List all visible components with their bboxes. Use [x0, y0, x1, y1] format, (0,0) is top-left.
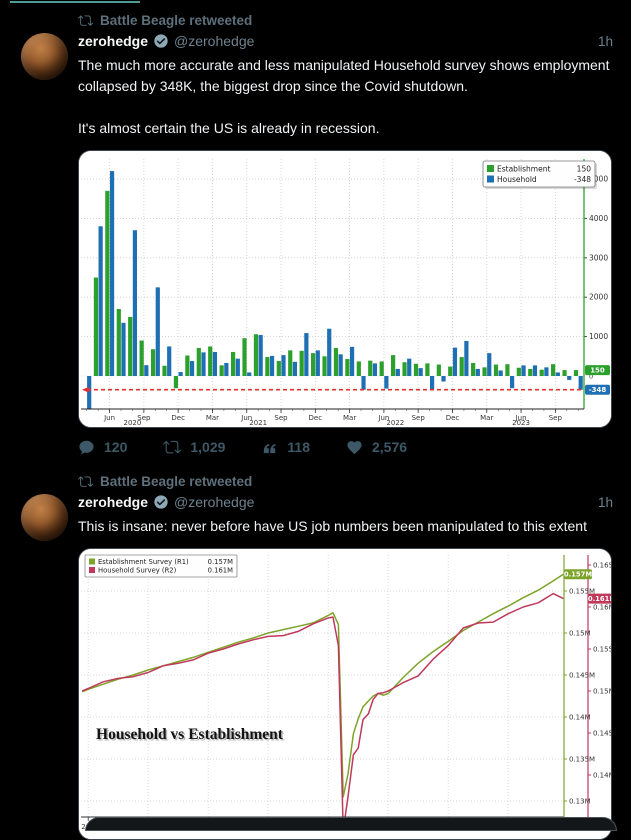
svg-text:Household vs Establishment: Household vs Establishment — [96, 726, 284, 743]
svg-text:Household vs Establishment: Household vs Establishment — [98, 728, 286, 745]
tweet-header: zerohedge @zerohedge 1h — [78, 33, 613, 49]
svg-text:Sep: Sep — [137, 414, 151, 422]
svg-text:0.165M: 0.165M — [593, 562, 611, 570]
svg-text:Dec: Dec — [446, 414, 460, 422]
quote-button[interactable]: 118 — [261, 439, 310, 456]
user-handle[interactable]: @zerohedge — [174, 33, 255, 49]
svg-text:Sep: Sep — [412, 414, 426, 422]
reply-button[interactable]: 120 — [78, 439, 127, 456]
user-handle[interactable]: @zerohedge — [174, 494, 255, 510]
like-count: 2,576 — [372, 439, 408, 455]
svg-text:Mar: Mar — [480, 414, 493, 422]
avatar[interactable] — [21, 33, 68, 80]
svg-text:Jun: Jun — [103, 414, 115, 422]
svg-text:0.161M: 0.161M — [588, 595, 611, 603]
svg-text:150: 150 — [577, 165, 592, 174]
svg-text:Mar: Mar — [206, 414, 219, 422]
svg-text:0.155M: 0.155M — [569, 588, 595, 596]
svg-text:0.145M: 0.145M — [593, 730, 611, 738]
svg-text:4000: 4000 — [589, 214, 608, 223]
svg-text:0.13M: 0.13M — [569, 798, 591, 806]
svg-text:0.145M: 0.145M — [569, 672, 595, 680]
retweet-count: 1,029 — [190, 439, 226, 455]
svg-text:Establishment Survey (R1): Establishment Survey (R1) — [98, 558, 189, 566]
like-button[interactable]: 2,576 — [346, 439, 407, 456]
engagement-row: 120 1,029 118 2,576 — [78, 428, 613, 468]
svg-text:Sep: Sep — [549, 414, 563, 422]
tweet-header: zerohedge @zerohedge 1h — [78, 494, 613, 510]
heart-icon — [347, 440, 362, 454]
svg-text:0.14M: 0.14M — [569, 714, 591, 722]
svg-text:Household Survey (R2): Household Survey (R2) — [98, 567, 177, 575]
next-tweet-media-edge — [85, 817, 617, 831]
retweeted-by-label: Battle Beagle retweeted — [100, 474, 253, 489]
display-name[interactable]: zerohedge — [78, 33, 149, 49]
retweet-icon — [78, 476, 93, 487]
svg-text:1000: 1000 — [589, 332, 608, 341]
svg-text:0.135M: 0.135M — [569, 756, 595, 764]
svg-text:150: 150 — [590, 367, 605, 375]
retweet-button[interactable]: 1,029 — [163, 438, 225, 456]
svg-text:Dec: Dec — [171, 414, 185, 422]
retweeted-by-row: Battle Beagle retweeted — [78, 474, 613, 489]
timestamp[interactable]: 1h — [597, 34, 613, 49]
svg-text:0: 0 — [589, 373, 593, 381]
svg-text:2000: 2000 — [589, 293, 608, 302]
tweet-2: Battle Beagle retweeted zerohedge @zeroh… — [0, 468, 631, 840]
svg-text:0.16M: 0.16M — [593, 604, 611, 612]
retweet-icon — [78, 15, 93, 26]
quote-icon — [264, 443, 277, 453]
svg-text:Dec: Dec — [309, 414, 323, 422]
svg-text:-348: -348 — [574, 175, 591, 184]
verified-badge-icon — [154, 34, 168, 48]
tweet-text-line: The much more accurate and less manipula… — [78, 57, 610, 94]
retweeted-by-label: Battle Beagle retweeted — [100, 13, 253, 28]
verified-badge-icon — [154, 495, 168, 509]
display-name[interactable]: zerohedge — [78, 494, 149, 510]
retweet-icon — [163, 440, 182, 454]
svg-text:Household: Household — [497, 175, 537, 184]
svg-text:Jun: Jun — [377, 414, 389, 422]
top-divider-line — [10, 1, 140, 3]
svg-text:Mar: Mar — [343, 414, 356, 422]
tweet-text-line: This is insane: never before have US job… — [78, 518, 587, 534]
svg-text:2023: 2023 — [512, 419, 530, 427]
svg-text:3000: 3000 — [589, 253, 608, 262]
svg-text:Jun: Jun — [240, 414, 252, 422]
quote-count: 118 — [287, 439, 310, 455]
bar-chart-svg: 1000 2000 3000 4000 5000 0 Jun Sep Dec Mar Jun Sep D… — [79, 151, 611, 427]
svg-text:0.15M: 0.15M — [569, 630, 591, 638]
svg-text:2022: 2022 — [386, 419, 404, 427]
svg-text:2021: 2021 — [249, 419, 267, 427]
svg-text:5000: 5000 — [589, 175, 608, 184]
svg-text:0.161M: 0.161M — [208, 567, 233, 575]
svg-text:0.14M: 0.14M — [593, 772, 611, 780]
line-chart-svg: 0.155M0.15M0.145M0.14M0.135M0.13M0.165M0… — [79, 549, 611, 839]
svg-text:0.157M: 0.157M — [564, 571, 592, 579]
svg-text:0.15M: 0.15M — [593, 688, 611, 696]
tweet-media-bar-chart[interactable]: 1000 2000 3000 4000 5000 0 Jun Sep Dec Mar Jun Sep D… — [78, 150, 612, 428]
reply-icon — [79, 440, 94, 454]
svg-text:0.155M: 0.155M — [593, 646, 611, 654]
tweet-text-line: It's almost certain the US is already in… — [78, 120, 380, 136]
avatar[interactable] — [21, 494, 68, 541]
retweeted-by-row: Battle Beagle retweeted — [78, 13, 613, 28]
svg-text:Establishment: Establishment — [497, 165, 550, 174]
timestamp[interactable]: 1h — [597, 495, 613, 510]
svg-text:-348: -348 — [589, 386, 607, 394]
svg-text:Jun: Jun — [515, 414, 527, 422]
svg-text:Sep: Sep — [274, 414, 288, 422]
reply-count: 120 — [104, 439, 128, 455]
svg-text:2020: 2020 — [124, 419, 142, 427]
tweet-1: Battle Beagle retweeted zerohedge @zeroh… — [21, 13, 613, 468]
svg-text:0.157M: 0.157M — [208, 558, 233, 566]
tweet-media-line-chart[interactable]: 0.155M0.15M0.145M0.14M0.135M0.13M0.165M0… — [78, 548, 612, 840]
